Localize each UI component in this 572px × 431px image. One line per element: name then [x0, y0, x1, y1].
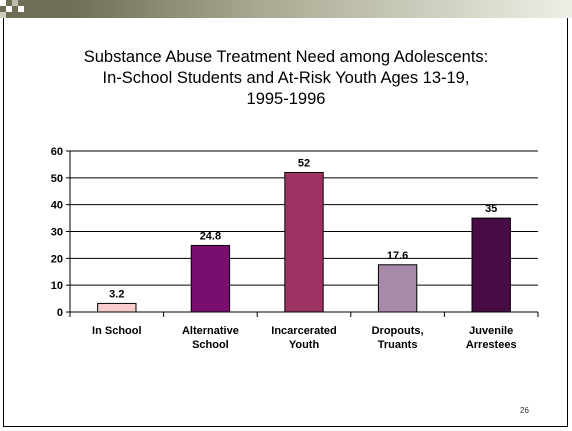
- decor-square: [0, 12, 6, 18]
- title-line: In-School Students and At-Risk Youth Age…: [102, 69, 470, 87]
- y-tick-label: 60: [51, 146, 63, 158]
- category-label-line: In School: [92, 325, 142, 337]
- page-number: 26: [520, 406, 529, 415]
- bar: [377, 264, 418, 313]
- title-line: Substance Abuse Treatment Need among Ado…: [83, 48, 489, 66]
- decor-square: [0, 0, 6, 6]
- bar: [284, 171, 324, 313]
- y-tick-label: 10: [51, 280, 63, 292]
- decor-square: [6, 6, 12, 12]
- data-label: 35: [485, 203, 497, 215]
- category-label: Dropouts, Truants: [372, 325, 424, 351]
- slide-title: Substance Abuse Treatment Need among Ado…: [20, 47, 552, 110]
- category-label-line: Arrestees: [466, 339, 517, 351]
- y-tick-label: 40: [51, 200, 63, 212]
- y-tick-label: 50: [51, 173, 63, 185]
- decor-square: [12, 0, 18, 6]
- category-label: Juvenile Arrestees: [466, 325, 517, 351]
- decor-square: [18, 6, 24, 12]
- data-label: 52: [298, 157, 310, 169]
- category-label-line: Dropouts,: [372, 325, 424, 337]
- y-tick-label: 0: [57, 307, 63, 319]
- category-label: Incarcerated Youth: [271, 325, 336, 351]
- category-label-line: School: [192, 339, 229, 351]
- category-label-line: Truants: [378, 339, 418, 351]
- title-line: 1995-1996: [246, 90, 326, 108]
- data-label: 17.6: [387, 250, 408, 262]
- category-label: Alternative School: [182, 325, 239, 351]
- category-label-line: Alternative: [182, 325, 239, 337]
- bar: [97, 302, 137, 313]
- y-tick-label: 30: [51, 227, 63, 239]
- category-label-line: Juvenile: [469, 325, 513, 337]
- category-label: In School: [92, 325, 142, 337]
- category-label-line: Incarcerated: [271, 325, 336, 337]
- bar: [190, 244, 231, 313]
- title-band: [0, 0, 572, 18]
- data-label: 24.8: [200, 230, 221, 242]
- data-label: 3.2: [109, 288, 124, 300]
- y-tick-label: 20: [51, 253, 63, 265]
- category-label-line: Youth: [289, 339, 320, 351]
- bar: [471, 217, 511, 313]
